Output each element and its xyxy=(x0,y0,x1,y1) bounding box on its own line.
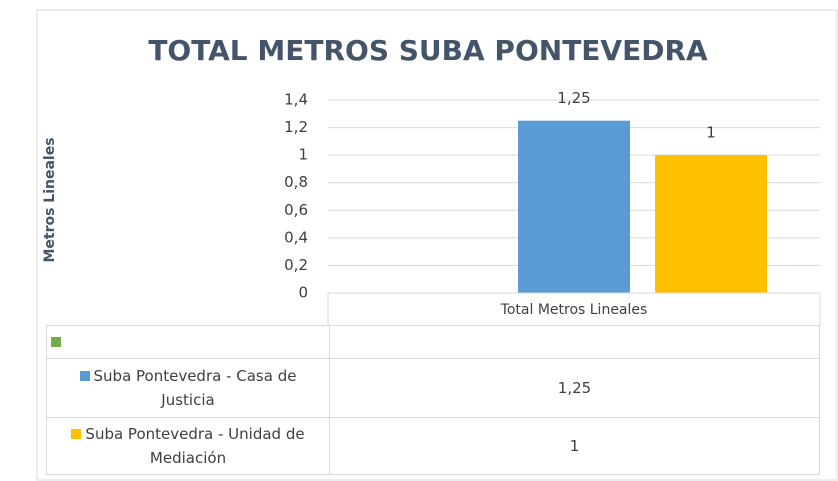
legend-cell: Suba Pontevedra - Casa de Justicia xyxy=(46,358,330,418)
y-axis-label: Metros Lineales xyxy=(42,137,58,262)
legend-cell xyxy=(46,325,330,359)
table-row: Suba Pontevedra - Unidad de Mediación 1 xyxy=(46,417,820,475)
y-tick-label: 0,6 xyxy=(284,201,308,219)
legend-key xyxy=(71,429,82,439)
y-tick-label: 1 xyxy=(298,146,308,164)
table-row: Suba Pontevedra - Casa de Justicia 1,25 xyxy=(46,358,820,418)
chart-title: TOTAL METROS SUBA PONTEVEDRA xyxy=(148,34,708,67)
y-tick-label: 0,2 xyxy=(284,256,308,274)
table-value xyxy=(329,325,820,359)
y-tick-label: 0,8 xyxy=(284,173,308,191)
legend-key xyxy=(51,337,61,347)
data-label: 1,25 xyxy=(557,89,590,107)
legend-label: Suba Pontevedra - Casa de Justicia xyxy=(93,367,297,409)
table-value: 1,25 xyxy=(329,358,820,418)
table-row xyxy=(46,325,820,359)
category-label: Total Metros Lineales xyxy=(500,302,648,318)
y-tick-label: 0 xyxy=(298,284,308,302)
legend-cell: Suba Pontevedra - Unidad de Mediación xyxy=(46,417,330,475)
bar xyxy=(518,120,630,293)
legend-key xyxy=(79,371,90,381)
legend-label: Suba Pontevedra - Unidad de Mediación xyxy=(85,425,305,467)
table-value: 1 xyxy=(329,417,820,475)
y-tick-label: 1,4 xyxy=(284,91,308,109)
y-tick-label: 1,2 xyxy=(284,118,308,136)
data-table: Suba Pontevedra - Casa de Justicia 1,25 Su… xyxy=(46,325,820,475)
y-tick-label: 0,4 xyxy=(284,228,308,246)
data-label: 1 xyxy=(706,124,716,142)
bar xyxy=(655,155,767,293)
